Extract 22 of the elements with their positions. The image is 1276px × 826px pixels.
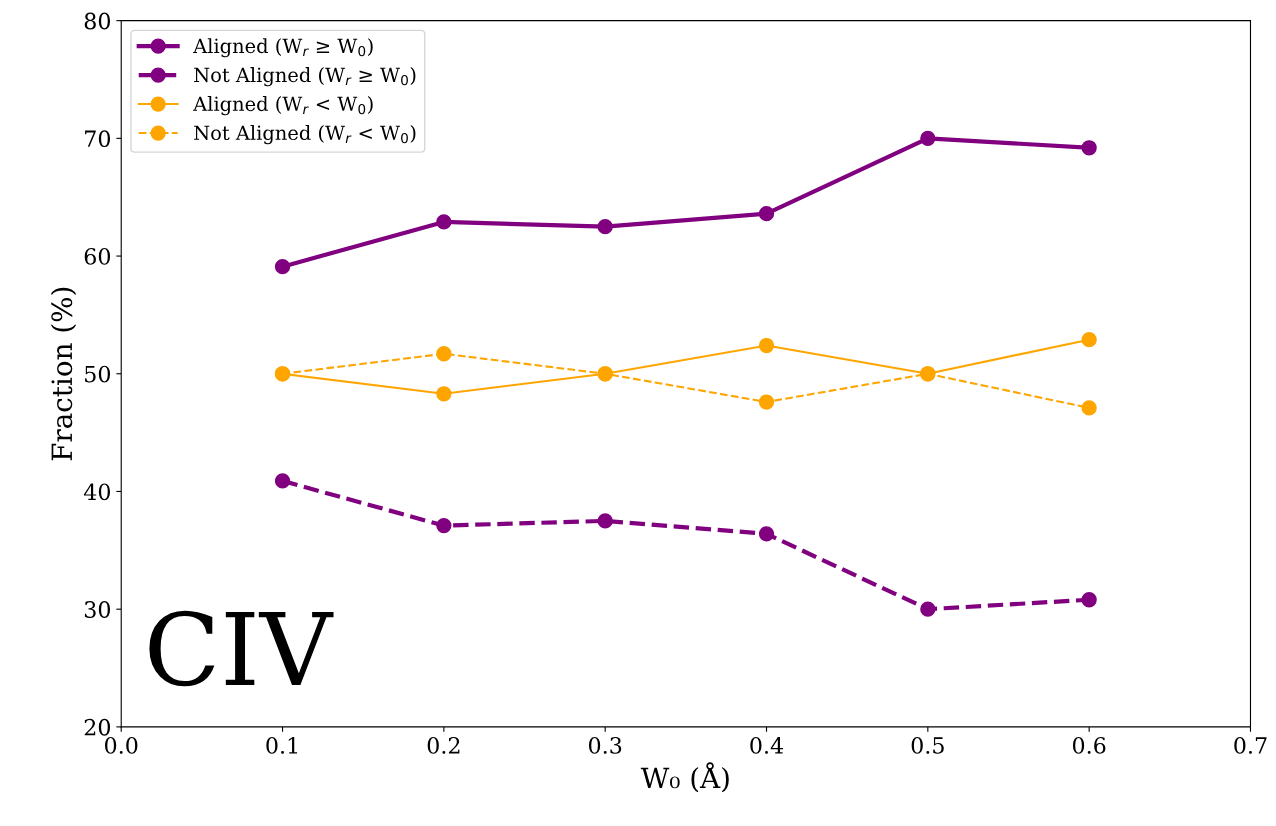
y-axis-title: Fraction (%) xyxy=(50,287,77,461)
x-axis-title: W₀ (Å) xyxy=(640,762,729,793)
legend-label: Not Aligned (W$_{r}$ < W$_{0}$) xyxy=(194,125,416,145)
x-tick-label: 0.2 xyxy=(427,736,460,754)
y-tick-label: 60 xyxy=(84,248,111,265)
legend-label: Aligned (W$_{r}$ < W$_{0}$) xyxy=(193,96,373,116)
x-tick-label: 0.4 xyxy=(750,736,784,754)
y-tick-label: 80 xyxy=(84,12,111,30)
annotation: CIV xyxy=(149,610,334,687)
x-tick-label: 0.5 xyxy=(911,736,944,754)
x-tick-label: 0.3 xyxy=(588,736,622,754)
x-tick-label: 0.7 xyxy=(1234,736,1267,754)
legend-label: Not Aligned (W$_{r}$ ≥ W$_{0}$) xyxy=(194,67,416,87)
y-tick-label: 20 xyxy=(84,718,111,736)
y-tick-label: 70 xyxy=(85,130,111,148)
x-tick-label: 0.6 xyxy=(1072,736,1106,754)
x-tick-label: 0.1 xyxy=(266,736,298,754)
x-tick-label: 0.0 xyxy=(105,736,138,754)
legend-label: Aligned (W$_{r}$ ≥ W$_{0}$) xyxy=(193,38,373,58)
y-tick-label: 30 xyxy=(84,601,111,618)
y-tick-label: 40 xyxy=(83,483,111,501)
y-tick-label: 50 xyxy=(85,365,111,383)
